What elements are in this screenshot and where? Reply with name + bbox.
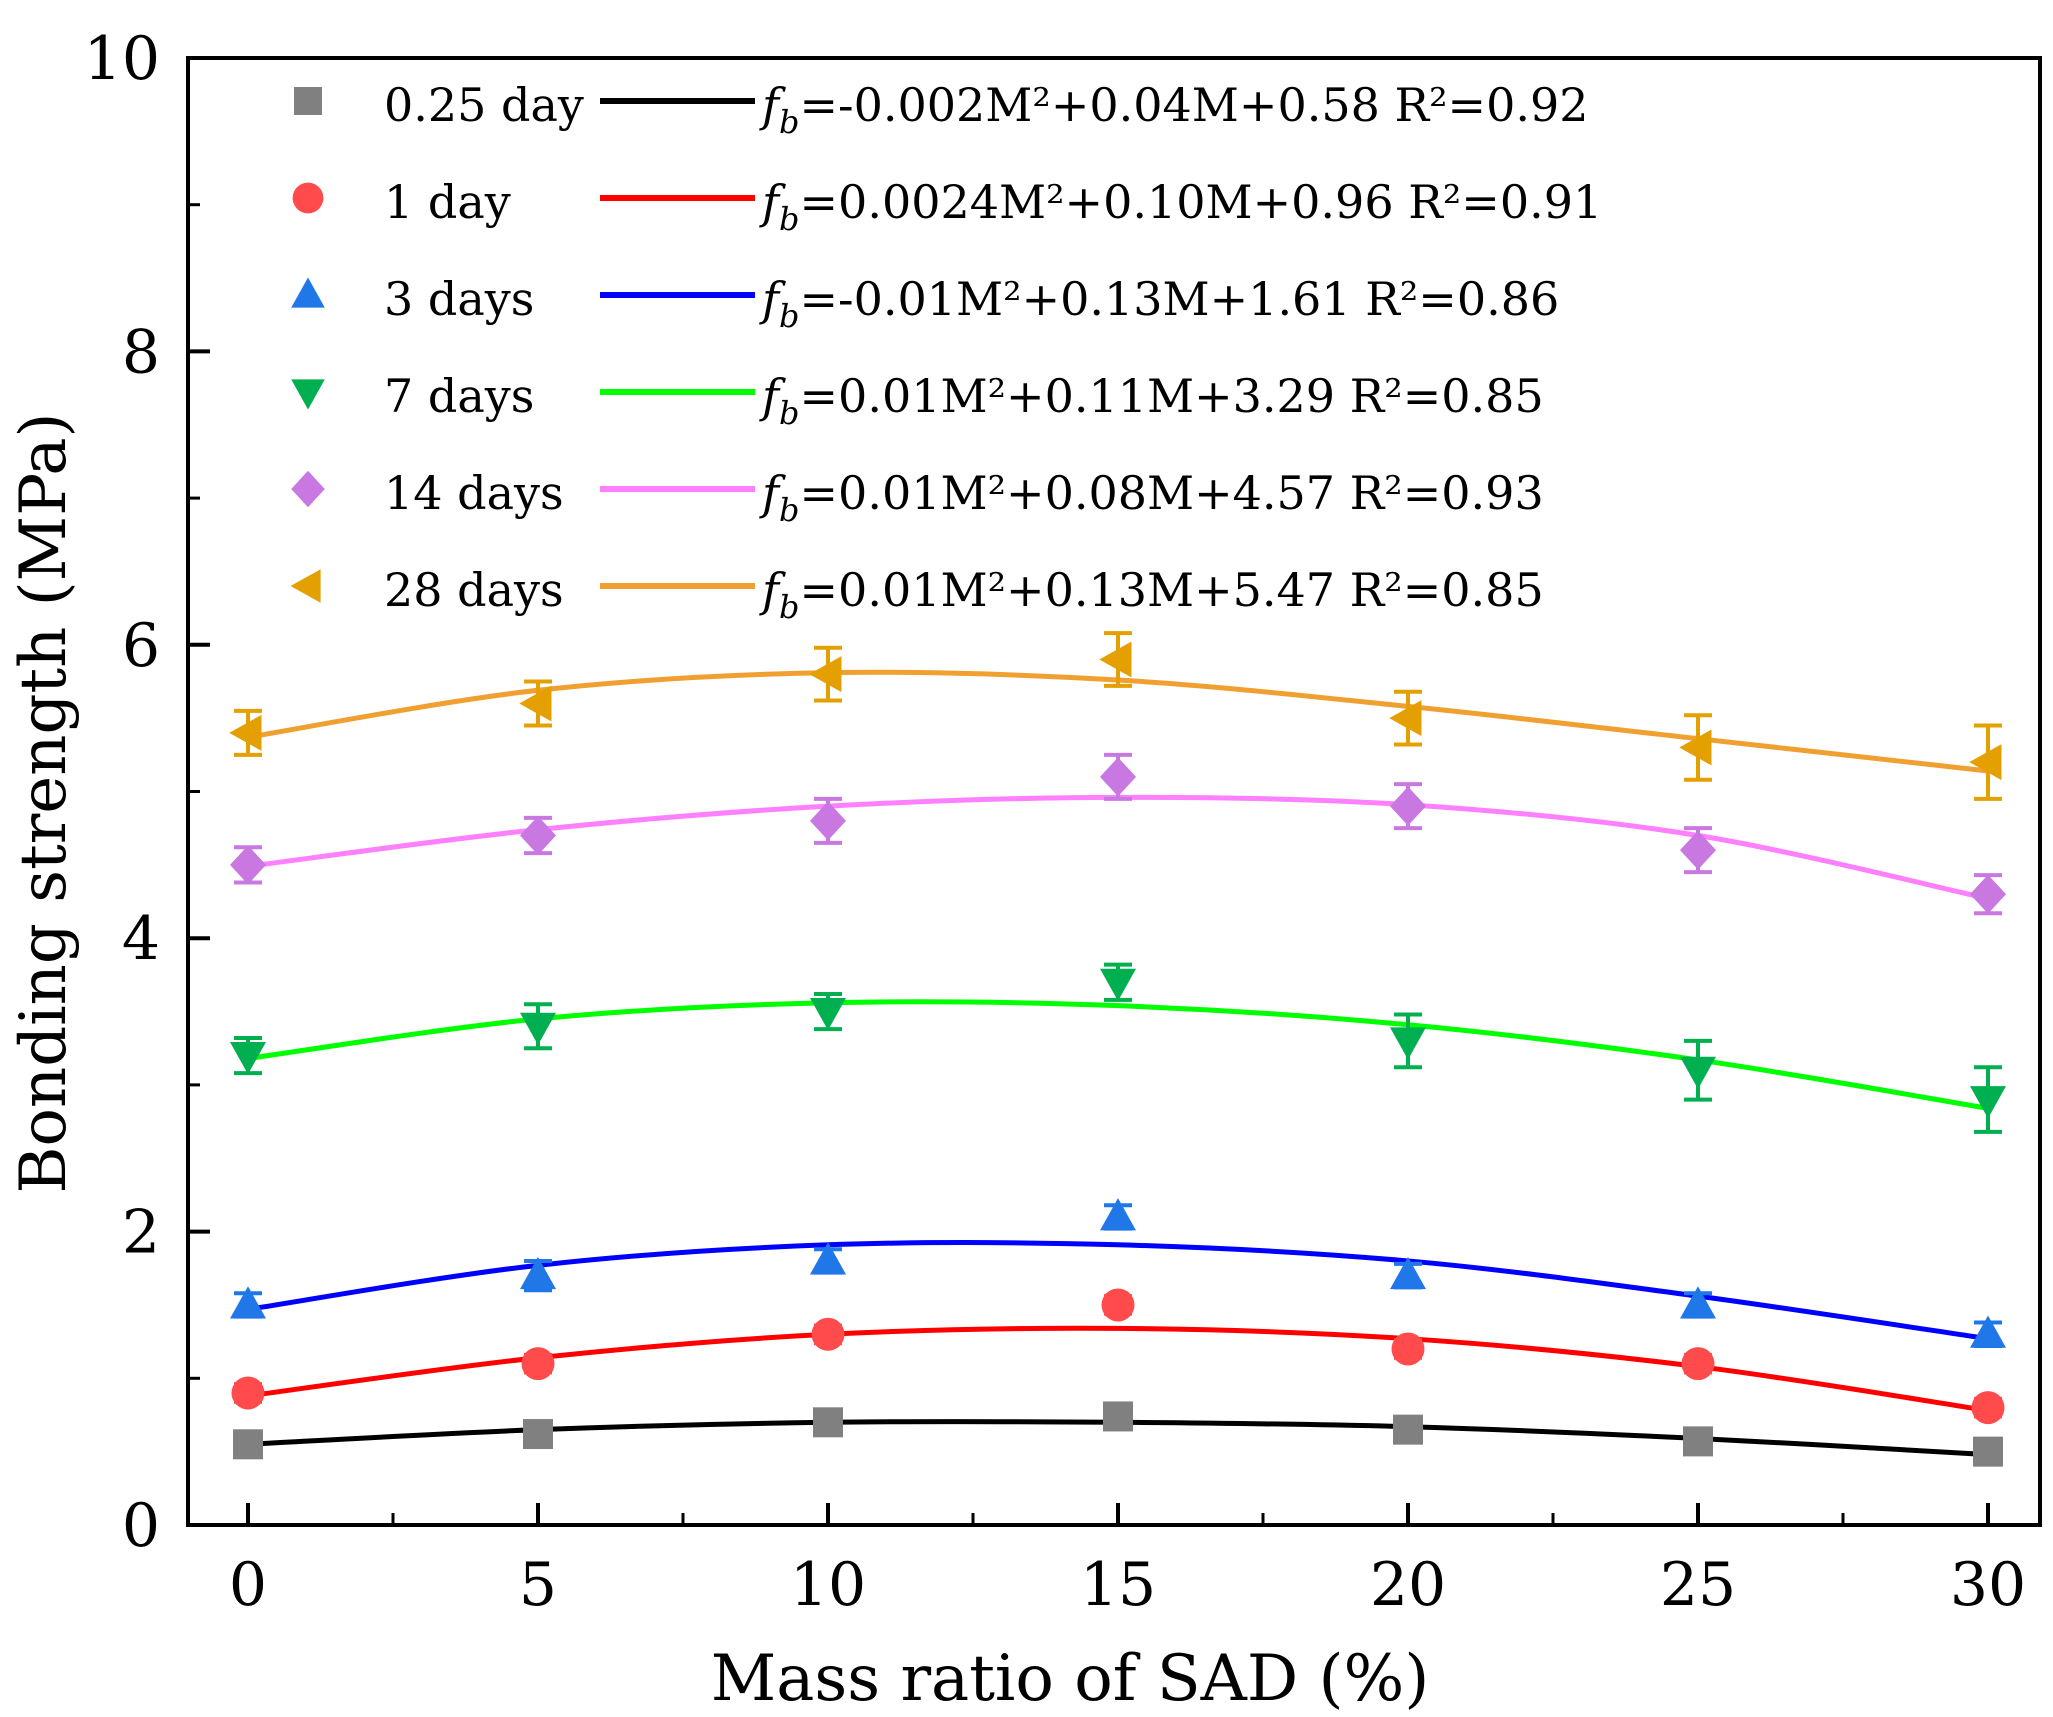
data-point-1-day [811,1317,845,1351]
legend-marker-7-days [291,379,325,410]
data-point-7-days [1680,1056,1716,1089]
data-point-0-25-day [1393,1414,1423,1445]
data-point-1-day [1101,1288,1135,1322]
data-point-14-days [1680,830,1716,870]
data-point-28-days [519,685,552,722]
equation-body: =0.01M²+0.11M+3.29 R²=0.85 [800,369,1544,423]
data-point-1-day [231,1376,265,1410]
data-point-1-day [1971,1391,2005,1425]
fit-curve-14-days [247,794,1989,902]
legend-marker-14-days [291,470,325,508]
data-point-3-days [230,1286,266,1319]
error-bars [234,631,2002,1461]
legend: 0.25 day fb=-0.002M²+0.04M+0.58 R²=0.92 1 … [290,78,1602,626]
data-point-28-days [1679,729,1712,766]
data-point-1-day [1391,1332,1425,1366]
fit-curve-7-days [247,999,1989,1111]
data-point-0-25-day [1103,1401,1133,1432]
equation-subscript: b [779,297,799,335]
data-point-0-25-day [1683,1426,1713,1457]
y-tick-label: 0 [122,1491,160,1561]
equation-body: =-0.002M²+0.04M+0.58 R²=0.92 [800,78,1589,132]
x-tick-label: 30 [1950,1550,2026,1620]
data-point-0-25-day [1973,1436,2003,1467]
data-point-14-days [810,801,846,841]
data-point-7-days [1970,1086,2006,1119]
axes: 0 5 10 15 20 25 30 0 2 4 6 8 10 [84,24,2027,1620]
data-point-14-days [1390,786,1426,826]
data-point-0-25-day [813,1407,843,1438]
legend-equation-0-25-day: fb=-0.002M²+0.04M+0.58 R²=0.92 [759,78,1589,141]
legend-marker-28-days [290,569,321,603]
data-point-14-days [520,816,556,856]
x-tick-label: 25 [1660,1550,1736,1620]
equation-subscript: b [779,200,799,238]
y-tick-label: 6 [122,611,160,681]
data-point-7-days [1390,1027,1426,1060]
data-point-14-days [1970,874,2006,914]
data-point-0-25-day [523,1419,553,1450]
data-point-7-days [230,1042,266,1075]
x-tick-label: 5 [519,1550,557,1620]
equation-body: =0.01M²+0.08M+4.57 R²=0.93 [800,466,1544,520]
data-point-3-days [1970,1315,2006,1348]
fit-curve-1-day [247,1325,1989,1414]
data-point-28-days [809,656,842,693]
data-point-28-days [1389,700,1422,737]
legend-label-14-days: 14 days [384,466,564,520]
x-axis-title: Mass ratio of SAD (%) [711,1642,1430,1716]
data-point-14-days [1100,757,1136,797]
data-point-14-days [230,845,266,885]
data-point-7-days [1100,968,1136,1001]
legend-label-1-day: 1 day [384,175,511,229]
equation-subscript: b [779,491,799,529]
data-point-7-days [520,1012,556,1045]
equation-body: =-0.01M²+0.13M+1.61 R²=0.86 [800,272,1560,326]
x-tick-label: 20 [1370,1550,1446,1620]
equation-body: =0.0024M²+0.10M+0.96 R²=0.91 [800,175,1603,229]
equation-subscript: b [779,103,799,141]
data-point-1-day [1681,1347,1715,1381]
x-tick-label: 10 [790,1550,866,1620]
legend-label-7-days: 7 days [384,369,534,423]
equation-subscript: b [779,394,799,432]
y-tick-label: 8 [122,317,160,387]
legend-label-28-days: 28 days [384,563,564,617]
data-markers [229,641,2006,1467]
data-point-7-days [810,998,846,1031]
legend-marker-3-days [291,277,325,308]
legend-label-0-25-day: 0.25 day [384,78,584,132]
legend-label-3-days: 3 days [384,272,534,326]
data-point-3-days [1100,1198,1136,1231]
y-axis-title: Bonding strength (MPa) [7,412,81,1193]
y-tick-label: 10 [84,24,160,94]
data-point-28-days [229,714,262,751]
data-point-1-day [521,1347,555,1381]
legend-marker-0-25-day [294,87,322,115]
legend-equation-3-days: fb=-0.01M²+0.13M+1.61 R²=0.86 [759,272,1559,335]
legend-equation-7-days: fb=0.01M²+0.11M+3.29 R²=0.85 [759,369,1544,432]
data-point-3-days [520,1256,556,1290]
data-point-3-days [810,1242,846,1275]
y-tick-label: 2 [122,1198,160,1268]
legend-equation-14-days: fb=0.01M²+0.08M+4.57 R²=0.93 [759,466,1544,529]
equation-subscript: b [779,588,799,626]
legend-equation-1-day: fb=0.0024M²+0.10M+0.96 R²=0.91 [759,175,1602,238]
legend-marker-1-day [292,182,324,214]
legend-equation-28-days: fb=0.01M²+0.13M+5.47 R²=0.85 [759,563,1544,626]
data-point-28-days [1099,641,1132,678]
equation-body: =0.01M²+0.13M+5.47 R²=0.85 [800,563,1544,617]
data-point-28-days [1969,744,2002,781]
x-tick-label: 15 [1080,1550,1156,1620]
data-point-0-25-day [233,1429,263,1460]
x-tick-label: 0 [229,1550,267,1620]
y-tick-label: 4 [122,904,160,974]
data-point-3-days [1390,1256,1426,1290]
data-point-3-days [1680,1286,1716,1319]
